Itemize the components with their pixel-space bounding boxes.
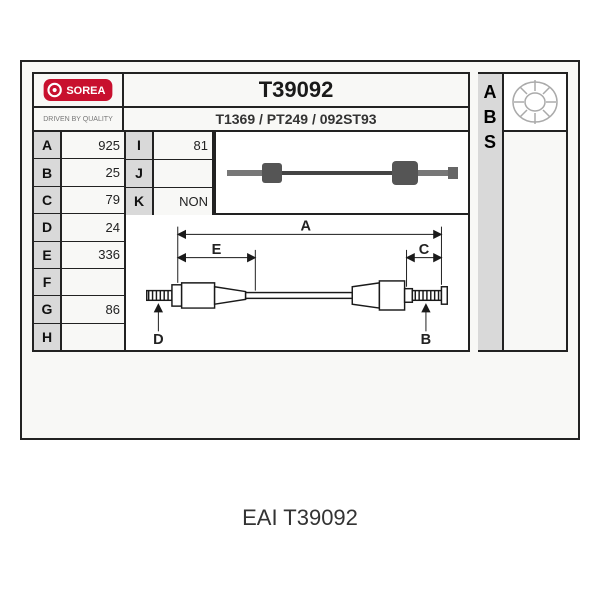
thumbnail-driveshaft xyxy=(222,143,462,203)
caption: EAI T39092 xyxy=(0,505,600,531)
abs-panel: A B S xyxy=(478,72,568,352)
spec-row: G86 xyxy=(34,296,124,323)
logo-text: SOREA xyxy=(66,85,105,97)
abs-letter: A xyxy=(484,82,497,103)
dim-label-a: A xyxy=(300,219,311,235)
spec-val: 86 xyxy=(62,296,124,322)
caption-maker: EAI xyxy=(242,505,277,530)
spec-key: B xyxy=(34,159,62,185)
spec-val: 336 xyxy=(62,242,124,268)
dim-label-e: E xyxy=(212,242,222,258)
spec-card-inner: SOREA T39092 DRIVEN BY QUALITY T1369 / P… xyxy=(32,72,470,352)
spec-val xyxy=(62,269,124,295)
spec-row: E336 xyxy=(34,242,124,269)
spec-key: I xyxy=(126,132,154,159)
spec-row: I81 xyxy=(126,132,212,160)
spec-card: SOREA T39092 DRIVEN BY QUALITY T1369 / P… xyxy=(20,60,580,440)
spec-row: D24 xyxy=(34,214,124,241)
spec-key: A xyxy=(34,132,62,158)
spec-row: KNON xyxy=(126,188,212,216)
spec-key: H xyxy=(34,324,62,350)
spec-row: H xyxy=(34,324,124,350)
sorea-logo: SOREA xyxy=(43,79,113,101)
specs-col-right: I81JKNON xyxy=(124,132,214,215)
brand-logo-cell: SOREA xyxy=(34,74,124,108)
spec-val: NON xyxy=(154,188,212,216)
spec-val: 81 xyxy=(154,132,212,159)
spec-key: J xyxy=(126,160,154,187)
spec-row: F xyxy=(34,269,124,296)
spec-key: K xyxy=(126,188,154,216)
spec-val: 25 xyxy=(62,159,124,185)
spec-key: G xyxy=(34,296,62,322)
spec-val xyxy=(62,324,124,350)
specs-col-left: A925B25C79D24E336FG86H xyxy=(34,132,124,350)
dim-label-d: D xyxy=(153,332,164,348)
spec-key: F xyxy=(34,269,62,295)
spec-val: 79 xyxy=(62,187,124,213)
abs-label: A B S xyxy=(478,74,504,350)
abs-letter: S xyxy=(484,132,496,153)
spec-row: A925 xyxy=(34,132,124,159)
spec-val: 24 xyxy=(62,214,124,240)
caption-code: T39092 xyxy=(283,505,358,530)
dimension-diagram: A E C xyxy=(124,215,468,350)
cross-references: T1369 / PT249 / 092ST93 xyxy=(124,108,468,132)
brand-tagline: DRIVEN BY QUALITY xyxy=(34,108,124,132)
spec-row: B25 xyxy=(34,159,124,186)
part-thumbnail xyxy=(214,132,468,215)
dim-label-b: B xyxy=(421,332,432,348)
abs-letter: B xyxy=(484,107,497,128)
spec-key: D xyxy=(34,214,62,240)
dim-label-c: C xyxy=(419,242,430,258)
spec-row: C79 xyxy=(34,187,124,214)
spec-val: 925 xyxy=(62,132,124,158)
abs-ring-icon xyxy=(504,74,566,132)
spec-row: J xyxy=(126,160,212,188)
spec-key: C xyxy=(34,187,62,213)
part-number: T39092 xyxy=(124,74,468,108)
spec-val xyxy=(154,160,212,187)
spec-key: E xyxy=(34,242,62,268)
